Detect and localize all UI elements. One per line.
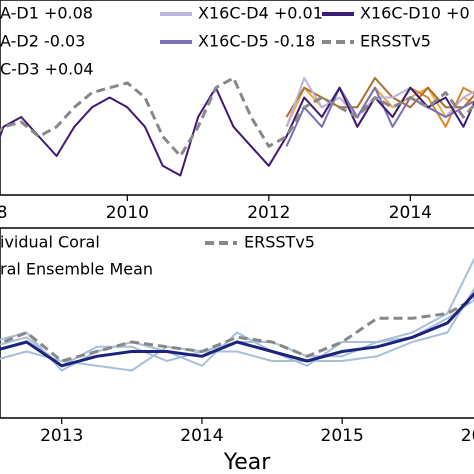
- x-tick-label: 2012: [247, 203, 290, 223]
- legend-label: X16C-D5 -0.18: [198, 32, 315, 51]
- legend-label: ral Ensemble Mean: [0, 260, 153, 279]
- legend-label: ERSSTv5: [244, 233, 315, 252]
- series-line: [0, 299, 474, 367]
- x-tick-label: 2014: [389, 203, 432, 223]
- legend-label: X16C-D10 +0: [360, 4, 470, 23]
- legend-label: C-D3 +0.04: [0, 60, 94, 79]
- legend-label: A-D1 +0.08: [0, 4, 93, 23]
- x-tick-label: 2016: [461, 426, 474, 446]
- legend-label: ERSSTv5: [360, 32, 431, 51]
- series-line: [0, 287, 474, 372]
- x-tick-label: 2015: [321, 426, 364, 446]
- x-tick-label: 2013: [40, 426, 83, 446]
- series-line: [0, 291, 474, 368]
- plot-frame: [0, 227, 474, 419]
- legend-label: ividual Coral: [0, 233, 100, 252]
- x-tick-label: 2008: [0, 203, 7, 223]
- series-line: [0, 297, 474, 363]
- plot-frame: [0, 0, 474, 196]
- legend-label: X16C-D4 +0.01: [198, 4, 323, 23]
- x-tick-label: 2014: [180, 426, 223, 446]
- x-axis-label: Year: [223, 450, 272, 474]
- series-line: [0, 86, 474, 177]
- legend-label: A-D2 -0.03: [0, 32, 85, 51]
- x-tick-label: 2010: [106, 203, 149, 223]
